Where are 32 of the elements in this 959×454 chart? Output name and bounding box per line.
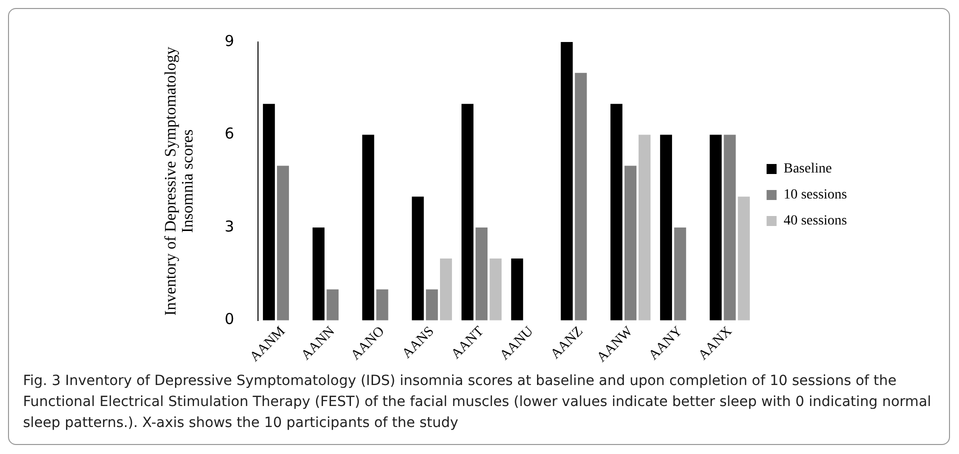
bar — [674, 228, 686, 320]
bar — [462, 104, 474, 320]
y-tick-label: 0 — [224, 310, 234, 328]
bar — [511, 258, 524, 320]
bar — [412, 196, 424, 320]
bar — [624, 166, 636, 320]
bar — [560, 42, 573, 320]
y-tick-label: 9 — [224, 32, 234, 50]
legend-label: 10 sessions — [784, 188, 848, 203]
bar — [312, 228, 325, 320]
y-tick-label: 6 — [224, 124, 234, 143]
caption: Fig. 3 Inventory of Depressive Symptomatology (IDS) insomnia scores at baseline and upon completion of 10 sessions of the Functional Electrical Stimulation Therapy (FEST) of the facial muscles (lower values indicate better sleep with 0 indicating normal sleep patterns.). X-axis shows the 10 participants of the study — [22, 372, 932, 433]
bar — [362, 134, 374, 320]
bar — [638, 134, 651, 320]
bar — [660, 134, 672, 320]
bar — [476, 228, 488, 320]
bar — [738, 196, 750, 320]
bar — [262, 104, 275, 320]
bar — [426, 289, 438, 320]
bar — [276, 166, 289, 320]
bar — [490, 258, 502, 320]
bar — [710, 134, 722, 320]
bar — [376, 289, 388, 320]
legend-label: Baseline — [784, 162, 832, 177]
legend-label: 40 sessions — [784, 214, 848, 229]
bar — [724, 134, 736, 320]
y-axis-title: Inventory of Depressive Symptomatology Insomnia scores — [162, 46, 196, 316]
bar — [574, 72, 587, 320]
y-tick-label: 3 — [224, 217, 234, 236]
bar — [610, 104, 622, 320]
bar — [326, 289, 339, 320]
bar — [440, 258, 452, 320]
